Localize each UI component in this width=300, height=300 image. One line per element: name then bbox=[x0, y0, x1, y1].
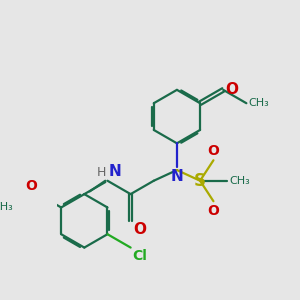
Text: O: O bbox=[208, 204, 219, 218]
Text: N: N bbox=[109, 164, 122, 179]
Text: O: O bbox=[208, 144, 219, 158]
Text: H: H bbox=[97, 167, 106, 179]
Text: CH₃: CH₃ bbox=[229, 176, 250, 186]
Text: CH₃: CH₃ bbox=[0, 202, 13, 212]
Text: O: O bbox=[133, 222, 146, 237]
Text: Cl: Cl bbox=[132, 249, 147, 263]
Text: O: O bbox=[25, 179, 37, 193]
Text: CH₃: CH₃ bbox=[248, 98, 269, 108]
Text: O: O bbox=[225, 82, 239, 98]
Text: N: N bbox=[170, 169, 183, 184]
Text: S: S bbox=[194, 172, 206, 190]
